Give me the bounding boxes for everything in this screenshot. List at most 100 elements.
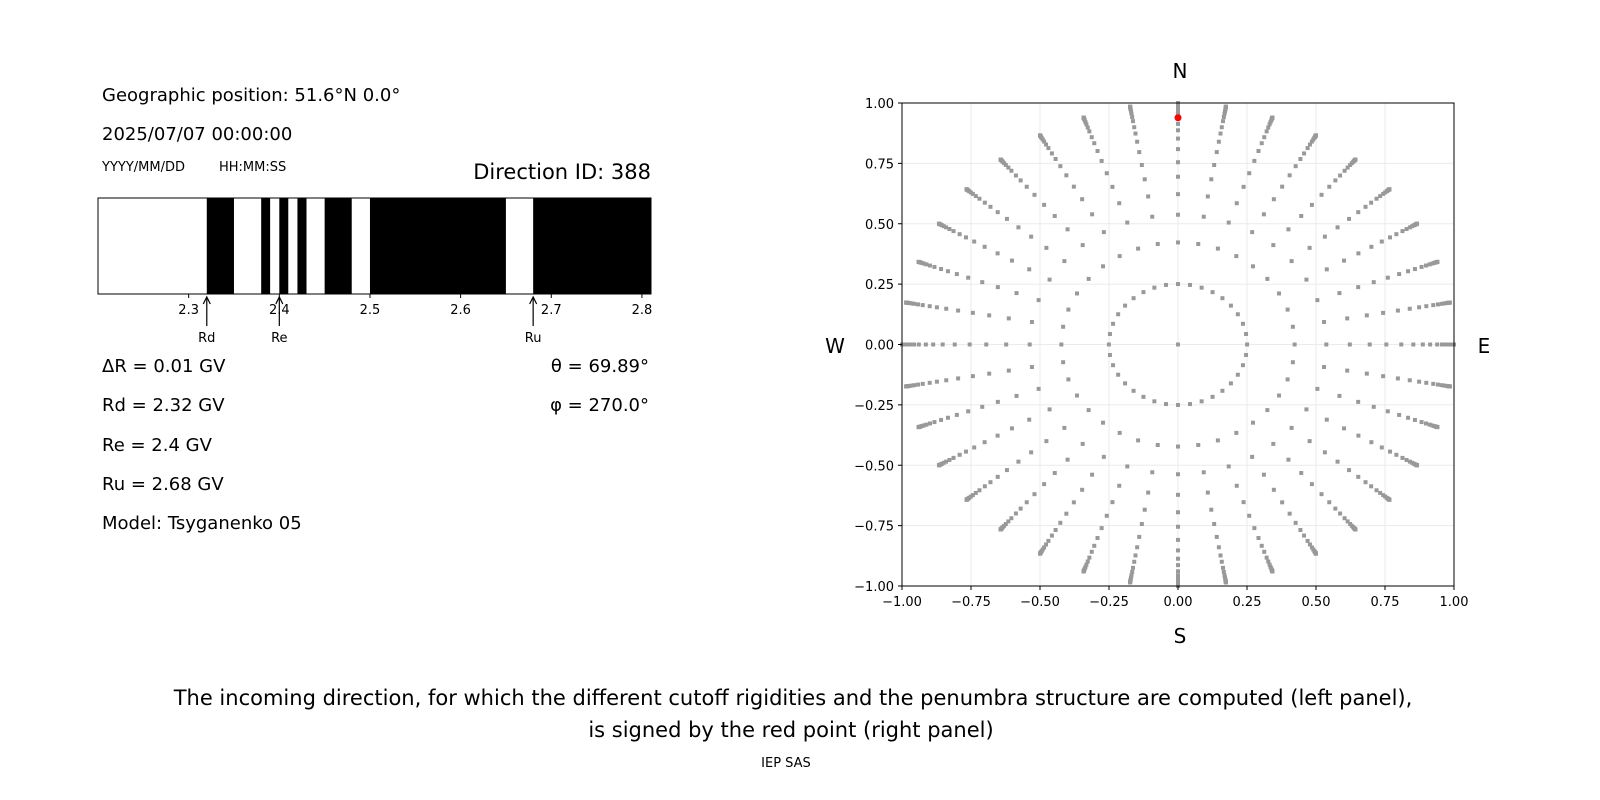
grid-point (1042, 545, 1047, 550)
grid-point (1047, 407, 1052, 412)
grid-point (1309, 545, 1314, 550)
grid-point (1106, 342, 1111, 347)
grid-point (1176, 174, 1180, 179)
grid-point (1086, 276, 1091, 281)
grid-point (1215, 246, 1220, 251)
grid-point (1053, 156, 1058, 161)
grid-point (1345, 316, 1350, 321)
grid-point (1135, 545, 1140, 550)
grid-point (1218, 553, 1223, 558)
grid-point (1176, 282, 1180, 287)
grid-point (1286, 227, 1291, 232)
grid-point (1188, 282, 1192, 287)
grid-point (1018, 506, 1023, 511)
grid-point (1027, 267, 1032, 272)
grid-point (1292, 342, 1297, 347)
grid-point (970, 191, 975, 196)
footer-label: IEP SAS (761, 756, 811, 771)
grid-point (1427, 262, 1432, 267)
grid-point (1419, 264, 1424, 269)
grid-point (1290, 324, 1295, 329)
grid-point (1176, 402, 1180, 407)
grid-point (1111, 321, 1116, 326)
grid-point (1137, 150, 1142, 155)
grid-point (947, 457, 952, 462)
grid-point (1046, 538, 1051, 543)
grid-point (1036, 298, 1041, 303)
grid-point (1412, 267, 1417, 272)
grid-point (1176, 111, 1180, 116)
grid-point (1212, 521, 1217, 526)
grid-point (905, 342, 910, 347)
grid-point (1381, 310, 1386, 315)
grid-point (1176, 569, 1180, 574)
grid-point (1013, 173, 1018, 178)
grid-point (1049, 151, 1054, 156)
grid-point (1199, 399, 1204, 404)
grid-point (1228, 381, 1233, 386)
grid-point (1128, 104, 1133, 109)
grid-point (1299, 213, 1304, 218)
grid-point (1265, 276, 1270, 281)
x-tick-label: −0.50 (1020, 595, 1060, 610)
grid-point (1117, 483, 1122, 488)
grid-point (1090, 472, 1095, 477)
grid-point (998, 157, 1003, 162)
grid-point (1430, 423, 1435, 428)
grid-point (1363, 204, 1368, 209)
grid-point (1378, 490, 1383, 495)
grid-point (939, 267, 944, 272)
grid-point (973, 194, 978, 199)
grid-point (916, 382, 921, 387)
penumbra-band-forbidden (324, 198, 352, 294)
grid-point (1027, 417, 1032, 422)
grid-point (1419, 420, 1424, 425)
grid-point (1387, 497, 1392, 502)
grid-point (1337, 291, 1342, 296)
grid-point (1250, 264, 1255, 269)
grid-point (1397, 412, 1402, 417)
y-tick-label: −0.75 (854, 520, 894, 535)
caption-line-1: The incoming direction, for which the di… (173, 686, 1413, 710)
grid-point (1228, 303, 1233, 308)
grid-point (995, 210, 1000, 215)
grid-point (1085, 125, 1090, 130)
grid-point (1305, 146, 1310, 151)
grid-point (1271, 243, 1276, 248)
grid-point (1407, 225, 1412, 230)
grid-point (1335, 225, 1340, 230)
grid-point (1130, 119, 1135, 124)
x-tick-label: 2.8 (632, 303, 653, 318)
grid-point (1394, 452, 1399, 457)
penumbra-frame (97, 197, 652, 295)
grid-point (1417, 379, 1422, 384)
penumbra-chart: 2.3 2.4 2.5 2.6 2.7 2.8 Rd Re Ru (97, 197, 653, 346)
grid-point (1047, 277, 1052, 282)
grid-point (1205, 490, 1210, 495)
grid-point (1066, 307, 1071, 312)
penumbra-band-allowed (288, 198, 298, 294)
grid-point (1223, 580, 1228, 585)
grid-point (1004, 216, 1009, 221)
grid-point (1201, 470, 1206, 475)
grid-point (1395, 376, 1400, 381)
grid-point (1044, 142, 1049, 147)
grid-point (1270, 115, 1275, 120)
grid-point (1133, 553, 1138, 558)
grid-point (1404, 457, 1409, 462)
grid-point (1176, 576, 1180, 581)
grid-point (1176, 563, 1180, 568)
grid-point (1407, 378, 1412, 383)
grid-point (1324, 417, 1329, 422)
x-tick-label: 2.6 (450, 303, 471, 318)
grid-point (1270, 569, 1275, 574)
grid-point (1384, 342, 1389, 347)
grid-point (1071, 184, 1076, 189)
grid-point (1407, 459, 1412, 464)
grid-point (1061, 324, 1066, 329)
grid-point (1267, 122, 1272, 127)
grid-point (1139, 521, 1144, 526)
grid-point (1267, 562, 1272, 567)
grid-point (1062, 425, 1067, 430)
grid-point (1216, 139, 1221, 144)
